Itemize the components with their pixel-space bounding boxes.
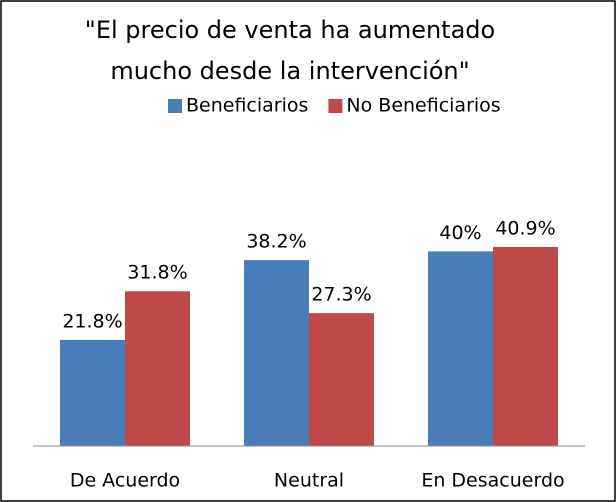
bar bbox=[309, 313, 374, 446]
bar bbox=[244, 260, 309, 446]
legend-swatch bbox=[328, 99, 343, 113]
bar bbox=[428, 251, 493, 446]
x-tick-label: Neutral bbox=[274, 470, 344, 492]
chart-title: mucho desde la intervención" bbox=[110, 57, 469, 85]
data-label: 31.8% bbox=[127, 262, 187, 284]
x-tick-label: En Desacuerdo bbox=[421, 470, 564, 492]
bar bbox=[125, 291, 190, 446]
x-tick-label: De Acuerdo bbox=[70, 470, 180, 492]
data-label: 21.8% bbox=[62, 310, 122, 332]
data-label: 27.3% bbox=[311, 284, 371, 306]
bar bbox=[60, 339, 125, 446]
legend-swatch bbox=[168, 99, 182, 113]
data-label: 40.9% bbox=[495, 217, 555, 239]
data-label: 38.2% bbox=[246, 231, 306, 253]
data-label: 40% bbox=[439, 222, 481, 244]
legend-label: No Beneficiarios bbox=[346, 95, 500, 117]
legend-label: Beneficiarios bbox=[186, 95, 308, 117]
bar bbox=[493, 246, 558, 446]
chart-title: "El precio de venta ha aumentado bbox=[85, 16, 495, 44]
